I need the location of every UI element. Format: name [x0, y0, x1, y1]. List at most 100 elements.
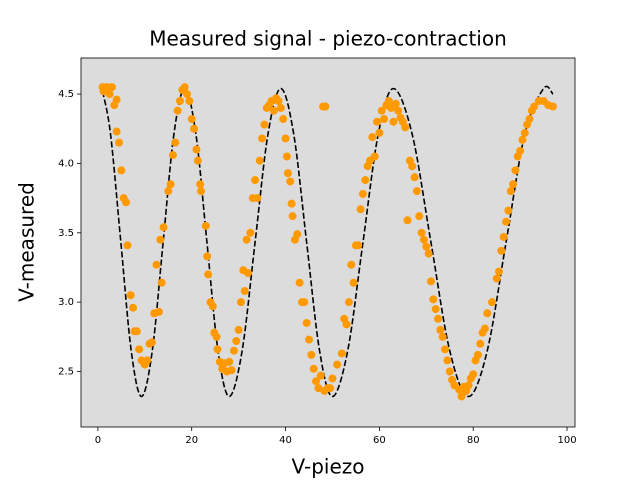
chart-title: Measured signal - piezo-contraction — [149, 27, 507, 51]
data-point — [349, 278, 358, 287]
x-tick-label: 40 — [279, 435, 292, 446]
data-point — [274, 97, 283, 106]
data-point — [431, 305, 440, 314]
data-point — [196, 180, 205, 189]
data-point — [287, 199, 296, 208]
data-point — [232, 336, 241, 345]
y-tick-label: 3.0 — [58, 297, 74, 308]
data-point — [548, 102, 557, 111]
data-point — [445, 367, 454, 376]
data-point — [333, 360, 342, 369]
data-point — [183, 90, 192, 99]
data-point — [279, 115, 288, 124]
plot-area — [81, 58, 575, 427]
data-point — [115, 138, 123, 147]
data-point — [157, 278, 166, 287]
data-point — [187, 115, 196, 124]
data-point — [375, 128, 384, 137]
data-point — [384, 97, 393, 106]
data-point — [487, 298, 496, 307]
data-point — [122, 198, 131, 207]
data-point — [426, 277, 435, 286]
data-point — [436, 325, 445, 334]
x-tick-label: 80 — [467, 435, 480, 446]
data-point — [126, 291, 135, 300]
data-point — [410, 173, 419, 182]
data-point — [302, 318, 311, 327]
data-point — [434, 314, 443, 323]
data-point — [518, 135, 527, 144]
data-point — [171, 138, 180, 147]
data-point — [309, 364, 318, 373]
data-point — [251, 176, 260, 185]
data-point — [509, 180, 518, 189]
data-point — [403, 216, 412, 225]
data-point — [473, 350, 482, 359]
data-point — [516, 146, 525, 155]
data-point — [370, 152, 379, 161]
x-tick-label: 60 — [373, 435, 386, 446]
data-point — [246, 228, 255, 237]
data-point — [469, 370, 478, 379]
data-point — [312, 377, 321, 386]
data-point — [253, 194, 262, 203]
data-point — [258, 134, 267, 143]
data-point — [143, 356, 152, 365]
data-point — [483, 309, 492, 318]
data-point — [173, 106, 182, 115]
data-point — [132, 327, 141, 336]
data-point — [419, 235, 428, 244]
data-point — [234, 325, 243, 334]
data-point — [457, 392, 466, 401]
data-point — [204, 270, 213, 279]
data-point — [502, 217, 511, 226]
data-point — [105, 90, 114, 99]
data-point — [269, 106, 278, 115]
data-point — [168, 151, 177, 160]
data-point — [480, 324, 489, 333]
data-point — [347, 260, 356, 269]
data-point — [276, 103, 285, 112]
data-point — [314, 384, 323, 393]
data-point — [227, 366, 236, 375]
data-point — [401, 123, 410, 132]
data-point — [368, 133, 377, 142]
data-point — [154, 307, 163, 316]
plot-frame — [80, 57, 576, 428]
data-point — [295, 278, 304, 287]
data-point — [328, 374, 337, 383]
data-point — [225, 357, 234, 366]
data-point — [293, 230, 302, 239]
data-point — [358, 189, 367, 198]
data-point — [185, 97, 194, 106]
data-point — [175, 97, 184, 106]
data-point — [112, 95, 121, 104]
data-point — [354, 241, 363, 250]
data-point — [117, 166, 126, 175]
y-tick-label: 3.5 — [58, 228, 74, 239]
y-axis-label: V-measured — [15, 182, 39, 302]
data-point — [389, 117, 398, 126]
data-point — [242, 235, 251, 244]
data-point — [166, 180, 175, 189]
x-tick-label: 20 — [185, 435, 198, 446]
data-point — [497, 246, 506, 255]
data-point — [511, 166, 520, 175]
data-point — [443, 356, 452, 365]
data-point — [438, 332, 447, 341]
data-point — [123, 241, 132, 250]
data-point — [159, 223, 168, 232]
data-point — [229, 346, 238, 355]
data-point — [380, 115, 389, 124]
data-point — [342, 320, 351, 329]
data-point — [156, 235, 165, 244]
data-point — [464, 381, 473, 390]
data-point — [147, 338, 156, 347]
x-axis-label: V-piezo — [291, 455, 364, 479]
data-point — [356, 205, 365, 214]
x-tick-label: 100 — [557, 435, 576, 446]
data-point — [283, 169, 292, 178]
data-point — [504, 206, 513, 215]
data-point — [417, 228, 426, 237]
data-point — [193, 156, 202, 165]
